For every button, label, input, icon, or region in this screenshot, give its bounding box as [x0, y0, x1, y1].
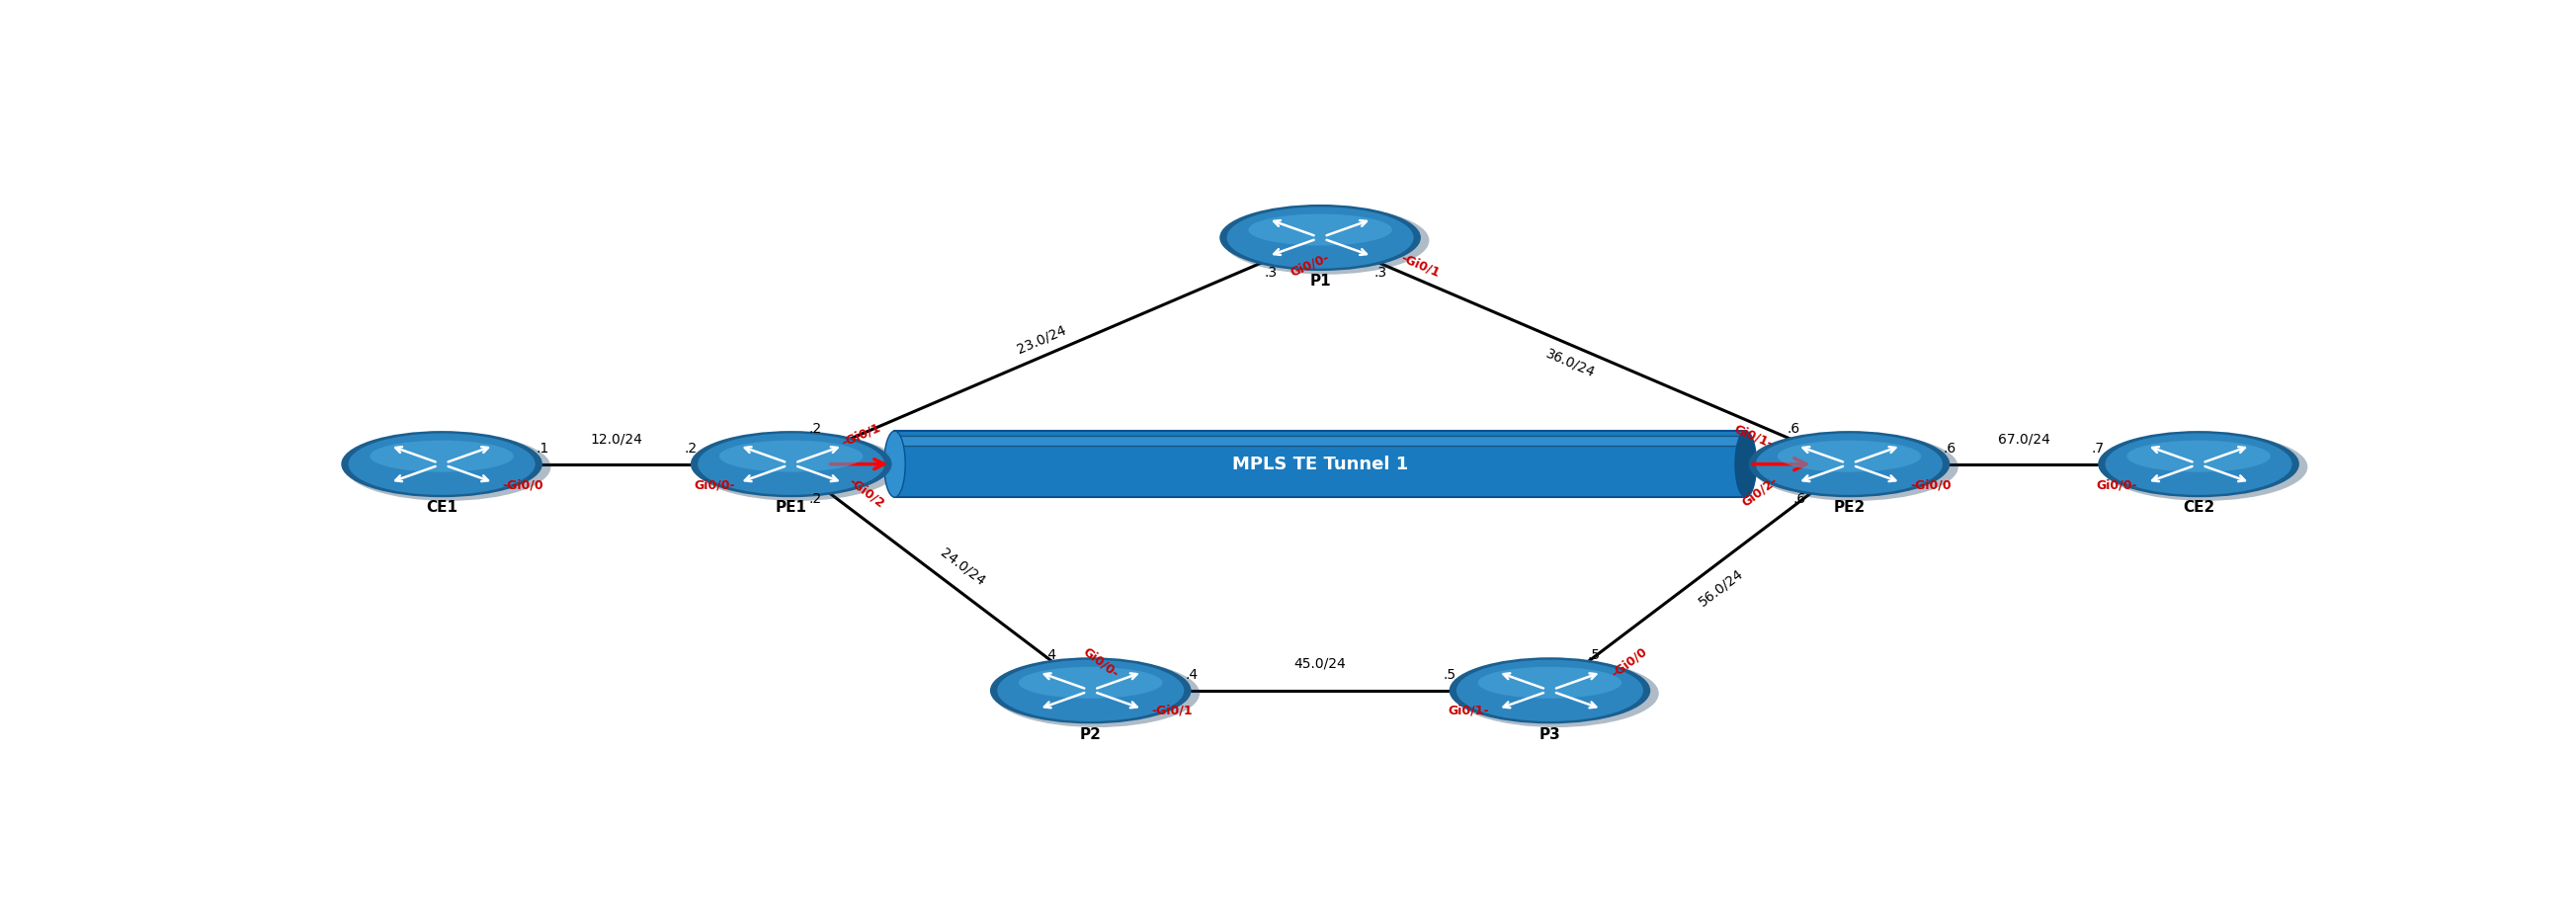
Ellipse shape [2128, 440, 2269, 472]
Ellipse shape [994, 660, 1200, 727]
Ellipse shape [1018, 667, 1162, 698]
Text: Gi0/0-: Gi0/0- [2097, 479, 2138, 492]
Text: .2: .2 [685, 442, 698, 456]
Ellipse shape [1479, 667, 1623, 698]
Ellipse shape [1752, 433, 1958, 501]
Text: -Gi0/0: -Gi0/0 [1911, 479, 1950, 492]
Text: .7: .7 [2092, 442, 2105, 456]
FancyBboxPatch shape [894, 436, 1747, 446]
Text: P2: P2 [1079, 727, 1103, 742]
Text: .5: .5 [1443, 668, 1455, 682]
Text: P1: P1 [1309, 274, 1332, 289]
Ellipse shape [884, 431, 904, 497]
Text: Gi0/0-: Gi0/0- [1079, 645, 1121, 680]
Text: -Gi0/2: -Gi0/2 [848, 475, 886, 510]
Ellipse shape [698, 433, 884, 495]
Text: Gi0/2-: Gi0/2- [1739, 474, 1780, 509]
Text: .1: .1 [536, 442, 549, 456]
Text: -Gi0/0: -Gi0/0 [1610, 645, 1649, 680]
Text: Gi0/1-: Gi0/1- [1448, 704, 1489, 717]
Text: .2: .2 [809, 422, 822, 436]
Ellipse shape [371, 440, 513, 472]
Ellipse shape [693, 433, 899, 501]
Text: 45.0/24: 45.0/24 [1293, 657, 1347, 671]
Text: PE2: PE2 [1834, 501, 1865, 516]
Text: 67.0/24: 67.0/24 [1999, 433, 2050, 447]
Ellipse shape [348, 433, 536, 495]
Text: -Gi0/0: -Gi0/0 [502, 479, 544, 492]
Text: CE1: CE1 [425, 501, 459, 516]
Text: -Gi0/1: -Gi0/1 [1151, 704, 1193, 717]
Text: .4: .4 [1043, 648, 1056, 662]
Ellipse shape [997, 660, 1185, 721]
Text: Gi0/0-: Gi0/0- [693, 479, 734, 492]
Text: MPLS TE Tunnel 1: MPLS TE Tunnel 1 [1231, 455, 1409, 473]
Ellipse shape [345, 433, 551, 501]
Ellipse shape [1249, 214, 1391, 245]
Text: P3: P3 [1538, 727, 1561, 742]
Text: .5: .5 [1587, 648, 1600, 662]
Ellipse shape [1757, 433, 1942, 495]
Ellipse shape [1218, 205, 1422, 271]
Ellipse shape [1749, 431, 1950, 497]
Ellipse shape [690, 431, 891, 497]
Text: 36.0/24: 36.0/24 [1543, 346, 1597, 380]
Ellipse shape [1453, 660, 1659, 727]
Ellipse shape [2097, 431, 2300, 497]
Text: CE2: CE2 [2182, 501, 2215, 516]
Text: 12.0/24: 12.0/24 [590, 433, 641, 447]
Text: .6: .6 [1793, 493, 1806, 506]
Ellipse shape [2105, 433, 2293, 495]
FancyBboxPatch shape [894, 431, 1747, 497]
Text: PE1: PE1 [775, 501, 806, 516]
Ellipse shape [719, 440, 863, 472]
Ellipse shape [1450, 657, 1651, 723]
Text: .3: .3 [1265, 266, 1278, 279]
Text: Gi0/0-: Gi0/0- [1288, 252, 1332, 279]
Text: .2: .2 [809, 493, 822, 506]
Text: -Gi0/1: -Gi0/1 [840, 421, 884, 449]
Text: .6: .6 [1788, 423, 1801, 437]
Ellipse shape [340, 431, 544, 497]
Ellipse shape [1736, 431, 1757, 497]
Text: .4: .4 [1185, 668, 1198, 682]
Ellipse shape [2102, 433, 2308, 501]
Text: 24.0/24: 24.0/24 [938, 546, 987, 588]
Ellipse shape [1777, 440, 1922, 472]
Text: .3: .3 [1373, 266, 1386, 279]
Text: Gi0/1-: Gi0/1- [1731, 422, 1775, 450]
Ellipse shape [989, 657, 1190, 723]
Text: .6: .6 [1942, 442, 1955, 456]
Text: 56.0/24: 56.0/24 [1698, 566, 1747, 608]
Ellipse shape [1226, 207, 1414, 268]
Text: 23.0/24: 23.0/24 [1015, 323, 1069, 356]
Ellipse shape [1224, 207, 1430, 275]
Ellipse shape [1455, 660, 1643, 721]
Text: -Gi0/1: -Gi0/1 [1399, 252, 1443, 279]
